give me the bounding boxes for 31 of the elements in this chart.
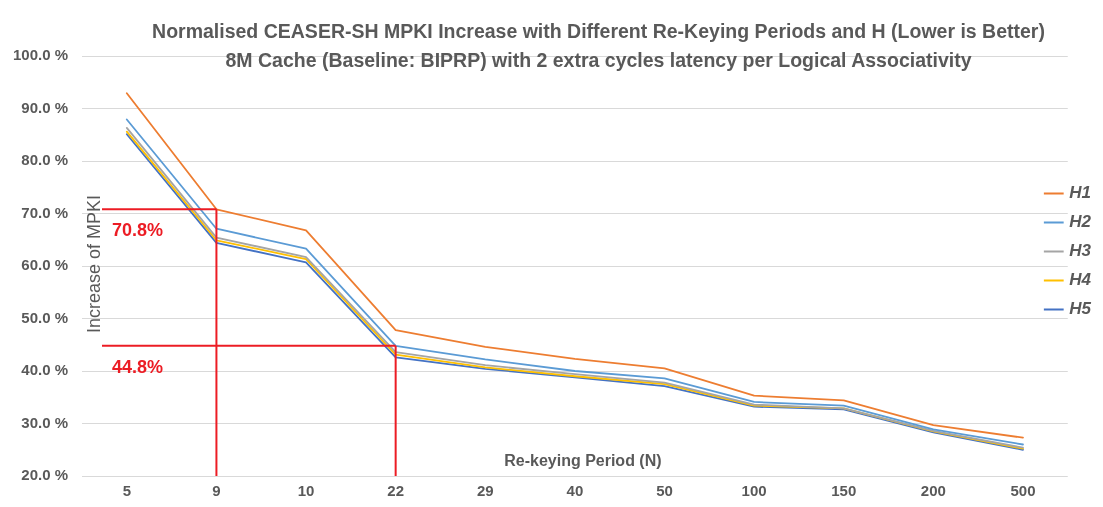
x-axis-title: Re-keying Period (N): [504, 452, 662, 470]
x-tick-label: 22: [387, 482, 404, 500]
x-tick-label: 500: [1010, 482, 1036, 500]
y-tick-label: 100.0 %: [12, 46, 68, 64]
x-tick-label: 5: [122, 482, 131, 500]
y-axis-title: Increase of MPKI: [83, 194, 104, 334]
x-tick-label: 150: [831, 482, 857, 500]
x-tick-label: 200: [920, 482, 946, 500]
y-tick-label: 90.0 %: [21, 98, 68, 116]
ref-line-label: 70.8%: [112, 220, 164, 241]
chart-title: Normalised CEASER-SH MPKI Increase with Different Re-Keying Periods and H (Lower is Better): [152, 20, 1045, 43]
x-tick-label: 40: [566, 482, 584, 500]
y-tick-label: 50.0 %: [21, 308, 68, 326]
x-tick-label: 9: [212, 482, 221, 500]
x-tick-label: 10: [297, 482, 315, 500]
legend-label: H2: [1069, 212, 1092, 232]
y-tick-label: 70.0 %: [21, 203, 68, 221]
chart-subtitle: 8M Cache (Baseline: BIPRP) with 2 extra cycles latency per Logical Associativity: [225, 49, 972, 72]
y-tick-label: 20.0 %: [21, 466, 68, 484]
y-tick-label: 30.0 %: [21, 413, 68, 431]
legend-label: H3: [1069, 241, 1092, 261]
ref-line-label: 44.8%: [112, 356, 164, 377]
y-tick-label: 60.0 %: [21, 256, 68, 274]
x-tick-label: 100: [741, 482, 767, 500]
legend-label: H5: [1069, 299, 1092, 319]
x-tick-label: 29: [476, 482, 494, 500]
y-tick-label: 40.0 %: [21, 361, 68, 379]
legend-label: H4: [1069, 270, 1092, 290]
y-tick-label: 80.0 %: [21, 151, 68, 169]
x-tick-label: 50: [656, 482, 673, 500]
legend-label: H1: [1069, 183, 1091, 203]
